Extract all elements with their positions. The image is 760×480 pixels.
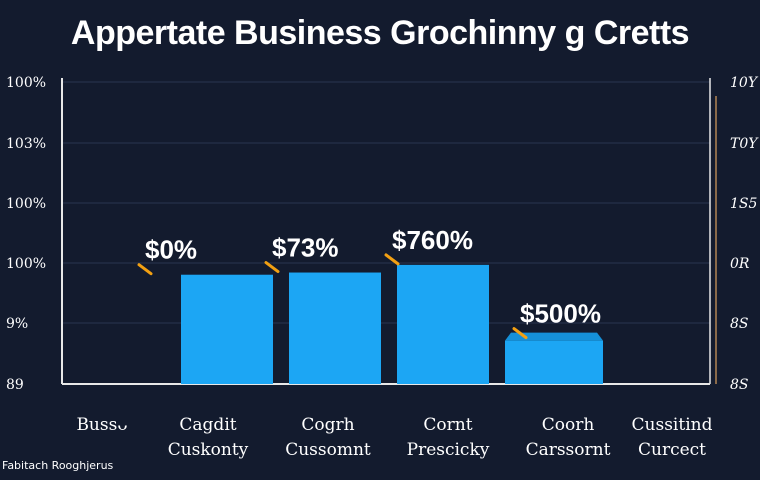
category-label: Curcect <box>638 440 706 460</box>
category-label: Coorh <box>542 415 595 435</box>
label-marker <box>137 263 153 276</box>
right-tick-label: 0R <box>730 256 750 272</box>
category-label: Cussitind <box>632 415 713 435</box>
left-tick-label: 100% <box>6 75 46 91</box>
left-tick-label: 103% <box>6 136 46 152</box>
category-label: Cussomnt <box>285 440 371 460</box>
bar <box>289 272 381 384</box>
label-marker <box>384 253 400 266</box>
category-label: Bussᴗ <box>76 415 127 435</box>
category-label: Cornt <box>423 415 472 435</box>
category-label: Cagdit <box>179 415 236 435</box>
category-label: Cogrh <box>301 415 354 435</box>
bar-top-bevel <box>505 332 603 341</box>
bar <box>181 274 273 384</box>
data-label: $760% <box>392 225 473 255</box>
right-tick-label: 8S <box>730 316 749 332</box>
right-tick-label: T0Y <box>730 136 759 152</box>
right-tick-label: 8S <box>730 377 749 393</box>
chart-title: Appertate Business Grochinny g Cretts <box>70 14 690 52</box>
category-label: Carssornt <box>526 440 611 460</box>
category-label: Prescicky <box>407 440 490 460</box>
footnote: Fabitach Rooghjerus <box>2 459 114 472</box>
data-label: $0% <box>145 235 197 265</box>
left-tick-label: 100% <box>6 256 46 272</box>
data-label: $500% <box>520 299 601 329</box>
left-tick-label: 89 <box>6 377 24 393</box>
left-tick-label: 100% <box>6 196 46 212</box>
category-label: Cuskonty <box>168 440 249 460</box>
bar <box>397 264 489 384</box>
right-tick-label: 10Y <box>730 75 759 91</box>
right-tick-label: 1S5 <box>730 196 757 212</box>
left-tick-label: 9% <box>6 316 28 332</box>
label-marker <box>512 327 528 340</box>
bar <box>505 340 603 384</box>
data-label: $73% <box>272 233 339 263</box>
label-marker <box>264 261 280 274</box>
